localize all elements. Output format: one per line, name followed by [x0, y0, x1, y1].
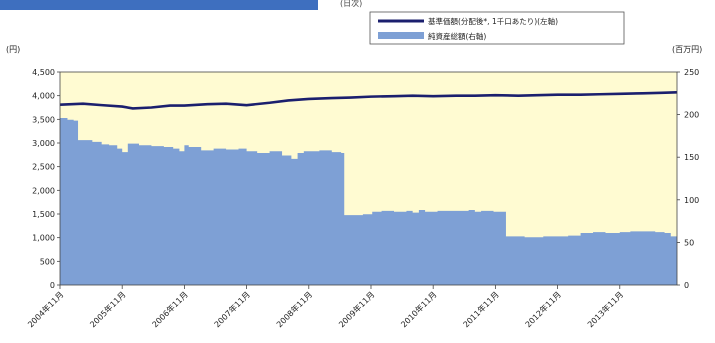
- left-tick-label: 500: [40, 257, 55, 266]
- left-tick-label: 0: [50, 281, 55, 290]
- right-tick-label: 0: [684, 281, 689, 290]
- header-bar: [0, 0, 318, 10]
- right-axis: 0 50 100 150 200 250: [677, 68, 699, 290]
- x-tick-label: 2011年11月: [461, 289, 501, 329]
- x-tick-label: 2005年11月: [88, 289, 128, 329]
- x-tick-label: 2008年11月: [274, 289, 314, 329]
- left-axis-unit: (円): [6, 45, 20, 54]
- x-tick-label: 2006年11月: [150, 289, 190, 329]
- right-axis-unit: (百万円): [672, 45, 702, 54]
- right-tick-label: 50: [684, 238, 694, 247]
- x-tick-label: 2010年11月: [399, 289, 439, 329]
- left-axis: 0 500 1,000 1,500 2,000 2,500 3,000 3,500 4,000 4…: [32, 68, 60, 290]
- x-tick-label: 2012年11月: [523, 289, 563, 329]
- net-assets-area: [60, 118, 677, 286]
- left-tick-label: 4,500: [32, 68, 55, 77]
- legend-area-swatch: [378, 32, 424, 39]
- x-tick-label: 2004年11月: [25, 289, 65, 329]
- left-tick-label: 4,000: [32, 92, 55, 101]
- legend-label-nav: 基準価額(分配後*, 1千口あたり)(左軸): [428, 16, 558, 26]
- left-tick-label: 3,500: [32, 115, 55, 124]
- header-fragment-text: (日次): [340, 0, 362, 8]
- left-tick-label: 1,500: [32, 210, 55, 219]
- legend: 基準価額(分配後*, 1千口あたり)(左軸) 純資産総額(右軸): [369, 11, 625, 45]
- legend-label-aum: 純資産総額(右軸): [428, 31, 486, 41]
- x-tick-label: 2007年11月: [212, 289, 252, 329]
- left-tick-label: 1,000: [32, 234, 55, 243]
- right-tick-label: 100: [684, 196, 699, 205]
- plot-frame: [59, 71, 678, 286]
- right-tick-label: 200: [684, 111, 699, 120]
- right-tick-label: 150: [684, 153, 699, 162]
- left-tick-label: 3,000: [32, 139, 55, 148]
- x-axis: 2004年11月 2005年11月 2006年11月 2007年11月 2008年11月…: [25, 285, 625, 329]
- x-tick-label: 2013年11月: [585, 289, 625, 329]
- x-tick-label: 2009年11月: [336, 289, 376, 329]
- right-tick-label: 250: [684, 68, 699, 77]
- left-tick-label: 2,500: [32, 163, 55, 172]
- left-tick-label: 2,000: [32, 186, 55, 195]
- nav-line: [59, 91, 678, 110]
